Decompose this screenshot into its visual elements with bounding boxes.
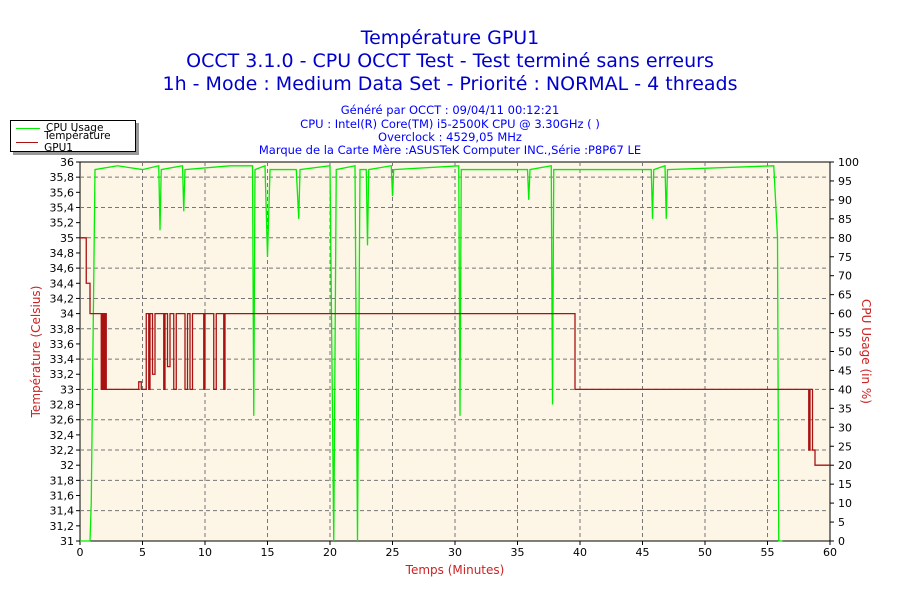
- legend: CPU Usage Température GPU1: [10, 120, 136, 154]
- y2-tick-label: 80: [838, 232, 852, 245]
- x-tick-label: 60: [823, 546, 837, 559]
- y2-tick-label: 25: [838, 440, 852, 453]
- y2-tick-label: 50: [838, 346, 852, 359]
- x-tick-label: 40: [573, 546, 587, 559]
- chart-mode: 1h - Mode : Medium Data Set - Priorité :…: [162, 73, 738, 95]
- y-tick-label: 33,4: [50, 353, 75, 366]
- y-tick-label: 33: [60, 383, 74, 396]
- y2-tick-label: 45: [838, 364, 852, 377]
- y2-tick-label: 75: [838, 251, 852, 264]
- y-tick-label: 34,4: [50, 277, 75, 290]
- y-tick-label: 34: [60, 308, 74, 321]
- y-tick-label: 34,8: [50, 247, 75, 260]
- y2-tick-label: 85: [838, 213, 852, 226]
- y2-tick-label: 70: [838, 270, 852, 283]
- y-tick-label: 32: [60, 459, 74, 472]
- x-tick-label: 25: [386, 546, 400, 559]
- x-tick-label: 10: [198, 546, 212, 559]
- legend-label: Température GPU1: [44, 130, 111, 154]
- y2-tick-label: 40: [838, 383, 852, 396]
- y-tick-label: 35: [60, 232, 74, 245]
- y-tick-label: 35,6: [50, 186, 75, 199]
- x-tick-label: 0: [77, 546, 84, 559]
- y-tick-label: 36: [60, 156, 74, 169]
- y-tick-label: 31,6: [50, 490, 75, 503]
- legend-item-temp: Température GPU1: [11, 130, 135, 154]
- y2-tick-label: 15: [838, 478, 852, 491]
- y-tick-label: 35,8: [50, 171, 75, 184]
- legend-swatch-temp: [16, 141, 39, 143]
- legend-label: CPU Usage: [46, 122, 104, 134]
- x-tick-label: 15: [261, 546, 275, 559]
- y-tick-label: 32,6: [50, 414, 75, 427]
- y2-tick-label: 35: [838, 402, 852, 415]
- board-info: Marque de la Carte Mère :ASUSTeK Compute…: [258, 143, 642, 157]
- series-line-temperature: [80, 237, 830, 466]
- y2-tick-label: 90: [838, 194, 852, 207]
- chart-subtitle: OCCT 3.1.0 - CPU OCCT Test - Test termin…: [186, 50, 714, 72]
- x-tick-label: 50: [698, 546, 712, 559]
- y2-tick-label: 60: [838, 308, 852, 321]
- y2-axis-label: CPU Usage (in %): [859, 299, 873, 404]
- y-tick-label: 31: [60, 535, 74, 548]
- y2-tick-label: 55: [838, 327, 852, 340]
- y2-tick-label: 95: [838, 175, 852, 188]
- x-tick-label: 20: [323, 546, 337, 559]
- y-tick-label: 31,4: [50, 505, 75, 518]
- x-tick-label: 30: [448, 546, 462, 559]
- y2-tick-label: 5: [838, 516, 845, 529]
- x-tick-label: 5: [139, 546, 146, 559]
- x-tick-label: 45: [636, 546, 650, 559]
- y-tick-label: 33,2: [50, 368, 75, 381]
- y2-tick-label: 65: [838, 289, 852, 302]
- y2-tick-label: 0: [838, 535, 845, 548]
- y2-tick-label: 10: [838, 497, 852, 510]
- legend-item-cpu: CPU Usage: [11, 121, 135, 135]
- legend-swatch-cpu: [16, 127, 40, 129]
- y-tick-label: 35,2: [50, 217, 75, 230]
- cpu-info: CPU : Intel(R) Core(TM) i5-2500K CPU @ 3…: [300, 117, 600, 131]
- generated-info: Généré par OCCT : 09/04/11 00:12:21: [340, 103, 560, 117]
- y-tick-label: 32,4: [50, 429, 75, 442]
- y-tick-label: 31,8: [50, 474, 75, 487]
- x-tick-label: 55: [761, 546, 775, 559]
- y2-tick-label: 30: [838, 421, 852, 434]
- series-line-cpu-usage: [80, 164, 783, 542]
- y-tick-label: 33,6: [50, 338, 75, 351]
- y2-tick-label: 20: [838, 459, 852, 472]
- y-tick-label: 32,8: [50, 399, 75, 412]
- y-axis-label: Température (Celsius): [29, 286, 43, 419]
- y-tick-label: 35,4: [50, 201, 75, 214]
- y2-tick-label: 100: [838, 156, 859, 169]
- x-axis-label: Temps (Minutes): [405, 563, 505, 577]
- overclock-info: Overclock : 4529,05 MHz: [378, 130, 522, 144]
- y-tick-label: 32,2: [50, 444, 75, 457]
- y-tick-label: 34,6: [50, 262, 75, 275]
- y-tick-label: 34,2: [50, 292, 75, 305]
- x-tick-label: 35: [511, 546, 525, 559]
- y-tick-label: 31,2: [50, 520, 75, 533]
- chart-title: Température GPU1: [360, 27, 540, 49]
- y-tick-label: 33,8: [50, 323, 75, 336]
